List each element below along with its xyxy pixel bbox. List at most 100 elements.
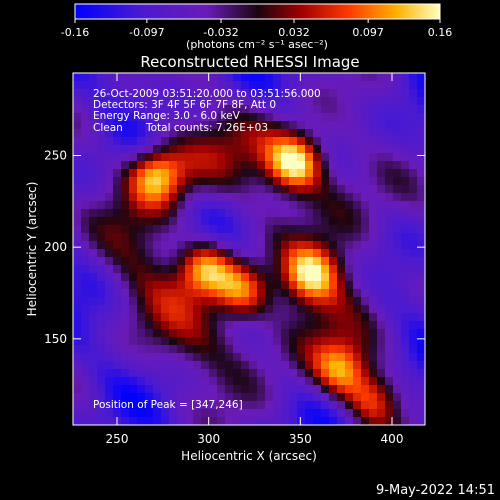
heatmap-cell	[169, 401, 177, 409]
heatmap-cell	[113, 305, 121, 313]
heatmap-cell	[145, 129, 153, 137]
heatmap-cell	[369, 89, 377, 97]
heatmap-cell	[409, 81, 417, 89]
heatmap-cell	[169, 129, 177, 137]
heatmap-cell	[145, 289, 153, 297]
heatmap-cell	[169, 97, 177, 105]
heatmap-cell	[153, 81, 161, 89]
heatmap-cell	[289, 265, 297, 273]
heatmap-cell	[345, 385, 353, 393]
heatmap-cell	[169, 73, 177, 81]
heatmap-cell	[73, 345, 81, 353]
heatmap-cell	[409, 353, 417, 361]
heatmap-cell	[297, 297, 305, 305]
heatmap-cell	[129, 313, 137, 321]
heatmap-cell	[393, 417, 401, 425]
heatmap-cell	[129, 305, 137, 313]
heatmap-cell	[145, 329, 153, 337]
heatmap-cell	[233, 249, 241, 257]
heatmap-cell	[337, 105, 345, 113]
heatmap-cell	[249, 313, 257, 321]
heatmap-cell	[249, 209, 257, 217]
heatmap-cell	[417, 313, 425, 321]
heatmap-cell	[185, 201, 193, 209]
heatmap-cell	[81, 409, 89, 417]
heatmap-cell	[249, 297, 257, 305]
heatmap-cell	[265, 273, 273, 281]
colorbar-tick-label: 0.16	[428, 26, 453, 39]
heatmap-cell	[281, 129, 289, 137]
heatmap-cell	[337, 369, 345, 377]
heatmap-cell	[257, 113, 265, 121]
heatmap-cell	[137, 129, 145, 137]
heatmap-cell	[217, 201, 225, 209]
heatmap-cell	[361, 201, 369, 209]
heatmap-cell	[329, 321, 337, 329]
heatmap-cell	[209, 129, 217, 137]
heatmap-cell	[369, 81, 377, 89]
heatmap-cell	[193, 393, 201, 401]
heatmap-cell	[121, 233, 129, 241]
heatmap-cell	[185, 257, 193, 265]
heatmap-cell	[273, 153, 281, 161]
heatmap-cell	[97, 121, 105, 129]
heatmap-cell	[177, 137, 185, 145]
heatmap-cell	[105, 305, 113, 313]
heatmap-cell	[305, 345, 313, 353]
heatmap-cell	[217, 409, 225, 417]
heatmap-cell	[129, 129, 137, 137]
heatmap-cell	[313, 105, 321, 113]
heatmap-cell	[225, 201, 233, 209]
heatmap-cell	[417, 401, 425, 409]
heatmap-cell	[305, 73, 313, 81]
heatmap-cell	[337, 393, 345, 401]
heatmap-cell	[321, 241, 329, 249]
heatmap-cell	[153, 161, 161, 169]
heatmap-cell	[81, 329, 89, 337]
heatmap-cell	[201, 265, 209, 273]
heatmap-cell	[337, 273, 345, 281]
heatmap-cell	[401, 153, 409, 161]
heatmap-cell	[201, 89, 209, 97]
heatmap-cell	[329, 89, 337, 97]
heatmap-cell	[241, 329, 249, 337]
heatmap-cell	[73, 113, 81, 121]
heatmap-cell	[137, 289, 145, 297]
heatmap-cell	[265, 153, 273, 161]
heatmap-cell	[233, 233, 241, 241]
heatmap-cell	[345, 281, 353, 289]
heatmap-cell	[361, 129, 369, 137]
heatmap-cell	[329, 193, 337, 201]
heatmap-cell	[417, 329, 425, 337]
heatmap-cell	[353, 201, 361, 209]
heatmap-cell	[137, 153, 145, 161]
heatmap-cell	[361, 369, 369, 377]
heatmap-cell	[409, 193, 417, 201]
heatmap-cell	[377, 281, 385, 289]
heatmap-cell	[153, 233, 161, 241]
heatmap-cell	[225, 305, 233, 313]
heatmap-cell	[393, 289, 401, 297]
heatmap-cell	[273, 177, 281, 185]
heatmap-cell	[113, 161, 121, 169]
heatmap-cell	[329, 201, 337, 209]
heatmap-cell	[361, 177, 369, 185]
heatmap-cell	[417, 185, 425, 193]
heatmap-cell	[105, 313, 113, 321]
heatmap-cell	[369, 169, 377, 177]
heatmap-cell	[401, 193, 409, 201]
heatmap-cell	[329, 369, 337, 377]
heatmap-cell	[241, 161, 249, 169]
heatmap-cell	[297, 273, 305, 281]
heatmap-cell	[201, 273, 209, 281]
heatmap-cell	[105, 105, 113, 113]
heatmap-cell	[233, 201, 241, 209]
heatmap-cell	[129, 273, 137, 281]
heatmap-cell	[121, 281, 129, 289]
heatmap-cell	[385, 313, 393, 321]
heatmap-cell	[73, 97, 81, 105]
heatmap-cell	[377, 161, 385, 169]
heatmap-cell	[129, 401, 137, 409]
heatmap-cell	[353, 169, 361, 177]
heatmap-cell	[385, 241, 393, 249]
